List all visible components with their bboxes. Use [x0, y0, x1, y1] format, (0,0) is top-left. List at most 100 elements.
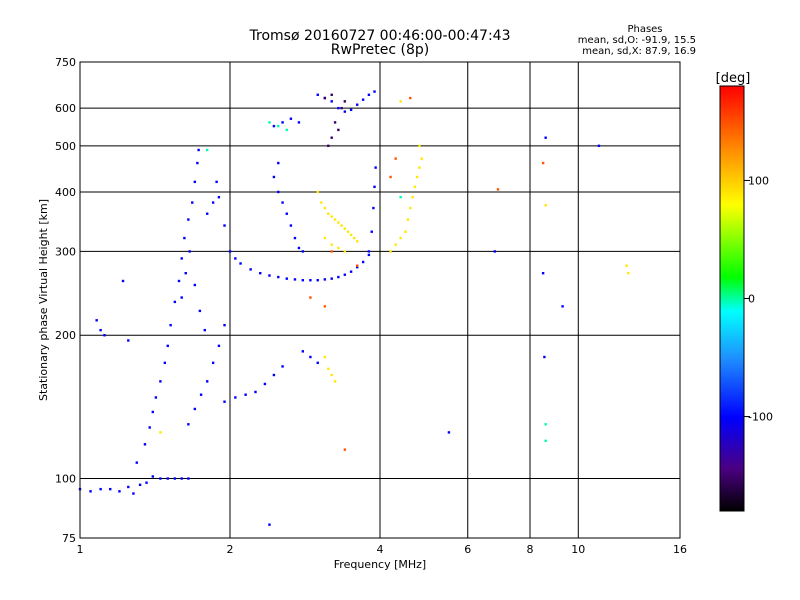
- data-point: [173, 300, 177, 304]
- data-point: [330, 93, 333, 96]
- data-point: [373, 185, 376, 189]
- x-tick-label: 6: [464, 543, 471, 556]
- data-point: [316, 93, 319, 96]
- data-point: [197, 148, 200, 152]
- data-point: [272, 373, 276, 377]
- data-point: [99, 328, 102, 332]
- data-point: [323, 96, 327, 100]
- data-point: [372, 206, 375, 210]
- data-point: [223, 400, 226, 403]
- phases-box-line-x: mean, sd,X: 87.9, 16.9: [582, 46, 696, 57]
- y-tick-label: 400: [55, 186, 76, 199]
- colorbar-ticks: 100 0 -100: [744, 174, 773, 424]
- data-point: [198, 309, 202, 313]
- data-point: [297, 121, 301, 124]
- data-point: [193, 283, 197, 287]
- data-point: [148, 426, 151, 429]
- data-point: [199, 393, 203, 396]
- data-point: [346, 230, 350, 233]
- y-tick-label: 200: [55, 329, 76, 342]
- data-point: [268, 523, 271, 526]
- data-point: [127, 485, 130, 489]
- data-point: [135, 461, 138, 464]
- data-point: [343, 448, 347, 451]
- data-point: [330, 136, 333, 139]
- data-point: [154, 396, 158, 399]
- data-point: [205, 148, 209, 152]
- y-tick-label: 300: [55, 245, 76, 258]
- y-tick-label: 75: [62, 532, 76, 545]
- colorbar-tick-label: 0: [748, 293, 755, 306]
- data-point: [333, 121, 337, 124]
- data-point: [228, 250, 232, 253]
- data-point: [330, 243, 333, 246]
- data-point: [109, 487, 112, 491]
- data-point: [138, 483, 142, 487]
- data-point: [333, 218, 337, 221]
- data-point: [323, 355, 327, 359]
- data-point: [373, 90, 376, 93]
- y-tick-label: 600: [55, 102, 76, 115]
- data-point: [420, 157, 423, 160]
- data-point: [349, 233, 353, 237]
- data-point: [330, 250, 333, 253]
- data-point: [277, 275, 280, 279]
- data-point: [277, 161, 280, 165]
- data-point: [340, 224, 343, 227]
- data-point: [177, 279, 181, 283]
- data-point: [223, 323, 226, 327]
- data-point: [625, 264, 628, 267]
- data-point: [145, 481, 148, 484]
- data-point: [301, 350, 305, 353]
- data-point: [389, 175, 392, 179]
- y-tick-labels: 75 100 200 300 400 500 600 750: [55, 56, 76, 545]
- data-point: [544, 423, 547, 426]
- data-point: [234, 257, 237, 260]
- data-point: [193, 180, 197, 184]
- grid-lines: [80, 62, 680, 538]
- data-point: [301, 279, 305, 282]
- data-point: [323, 278, 327, 281]
- x-tick-label: 1: [77, 543, 84, 556]
- data-point: [95, 319, 98, 322]
- data-point: [337, 106, 340, 110]
- data-point: [340, 106, 343, 110]
- data-point: [337, 221, 340, 224]
- data-point: [367, 250, 371, 253]
- data-point: [293, 236, 297, 240]
- data-point: [352, 236, 356, 240]
- data-point: [205, 212, 209, 215]
- data-point: [343, 273, 347, 276]
- data-point: [409, 206, 412, 210]
- data-point: [151, 410, 155, 414]
- data-point: [394, 243, 397, 246]
- data-point: [323, 206, 327, 210]
- data-points: [78, 90, 630, 526]
- data-point: [196, 161, 199, 165]
- data-point: [193, 407, 197, 411]
- data-point: [188, 250, 191, 253]
- data-point: [180, 477, 183, 480]
- x-tick-label: 10: [571, 543, 585, 556]
- x-axis-label: Frequency [MHz]: [334, 558, 426, 571]
- data-point: [316, 279, 319, 282]
- data-point: [394, 157, 397, 160]
- y-axis-label: Stationary phase Virtual Height [km]: [37, 199, 50, 401]
- colorbar: [719, 85, 745, 512]
- data-point: [404, 230, 407, 233]
- data-point: [187, 218, 190, 221]
- data-point: [285, 277, 288, 280]
- colorbar-label: [deg]: [716, 71, 751, 86]
- data-point: [163, 361, 167, 365]
- data-point: [89, 490, 92, 493]
- data-point: [205, 380, 209, 383]
- data-point: [544, 439, 547, 443]
- x-tick-label: 2: [227, 543, 234, 556]
- data-point: [281, 365, 284, 368]
- data-point: [127, 339, 130, 342]
- data-point: [277, 124, 280, 128]
- data-point: [327, 212, 330, 215]
- data-point: [217, 195, 221, 199]
- data-point: [370, 230, 373, 233]
- data-point: [244, 393, 247, 396]
